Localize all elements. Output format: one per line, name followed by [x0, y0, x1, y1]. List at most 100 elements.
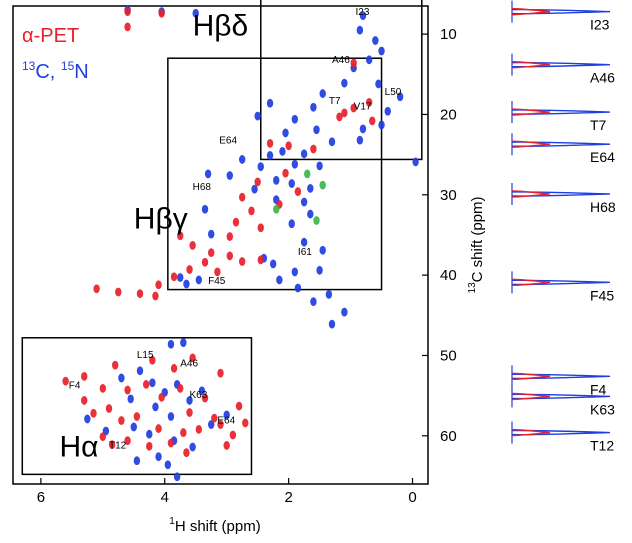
y-tick-label: 10 — [440, 26, 457, 43]
trace-label: F4 — [590, 381, 607, 397]
peak-dot — [112, 360, 119, 370]
peak-dot — [254, 177, 261, 187]
plot-frame — [12, 5, 429, 485]
peak-dot — [226, 232, 233, 241]
peak-dot — [300, 197, 308, 207]
trace-group: H68 — [511, 182, 616, 215]
peak-dot — [189, 241, 196, 250]
peak-dot — [155, 452, 162, 462]
peak-label: K63 — [190, 390, 208, 401]
peak-dot — [170, 272, 178, 282]
peak-dot — [266, 151, 274, 160]
peak-dot — [378, 46, 385, 56]
peak-dot — [99, 384, 107, 393]
peak-dot — [294, 187, 302, 196]
peak-dot — [273, 204, 280, 214]
peak-label: V17 — [354, 102, 372, 113]
y-tick-label: 50 — [440, 347, 457, 364]
trace-label: H68 — [590, 199, 616, 215]
peak-dot — [115, 287, 122, 297]
y-axis-title-sup: 13 — [467, 282, 478, 294]
peak-dot — [319, 89, 326, 98]
peak-dot — [155, 424, 162, 433]
peak-dot — [208, 420, 215, 429]
peak-dot — [177, 273, 184, 282]
region-label: Hα — [59, 431, 98, 464]
peak-dot — [136, 289, 144, 299]
y-tick-label: 60 — [440, 428, 457, 445]
peak-dot — [313, 125, 320, 135]
peak-dot — [257, 255, 264, 265]
peak-dot — [412, 157, 419, 167]
y-axis-title: 13C shift (ppm) — [467, 197, 486, 294]
peak-dot — [257, 162, 264, 172]
legend-blue-label: 13C, 15N — [22, 59, 89, 83]
trace-group: T7 — [511, 101, 611, 133]
trace-red-peak — [511, 60, 551, 69]
peak-dot — [238, 155, 246, 164]
trace-label: T7 — [590, 117, 607, 133]
peak-dot — [180, 338, 187, 348]
peak-dot — [226, 171, 233, 180]
peak-dot — [319, 245, 326, 255]
peak-dot — [81, 396, 88, 405]
peak-dot — [84, 414, 91, 424]
peak-dot — [177, 231, 184, 241]
peak-dot — [223, 441, 230, 450]
peak-dot — [124, 385, 131, 395]
peak-dot — [149, 378, 156, 388]
peak-dot — [136, 366, 144, 376]
trace-red-peak — [511, 428, 551, 437]
peak-label: F45 — [208, 276, 226, 287]
x-tick-label: 4 — [161, 489, 169, 506]
peak-dot — [118, 416, 125, 425]
peak-dot — [90, 408, 97, 418]
legend-blue-sup1: 13 — [22, 59, 36, 73]
peak-dot — [93, 284, 100, 294]
peak-dot — [201, 393, 209, 403]
peak-dot — [208, 229, 215, 239]
peak-dot — [201, 257, 209, 267]
peak-dot — [273, 175, 280, 185]
peak-dot — [257, 223, 264, 233]
peak-dot — [183, 448, 190, 458]
x-tick-label: 6 — [37, 489, 45, 506]
peak-label: T12 — [109, 441, 127, 452]
peak-dot — [238, 257, 246, 266]
peak-label: I23 — [356, 7, 370, 18]
y-tick-label: 40 — [440, 267, 457, 284]
peak-dot — [217, 368, 224, 378]
peak-dot — [316, 265, 323, 275]
peak-dot — [173, 472, 181, 482]
peak-dot — [232, 217, 240, 227]
peak-dot — [276, 275, 283, 285]
peak-dot — [378, 120, 385, 130]
trace-group: A46 — [511, 53, 615, 86]
peak-dot — [294, 283, 302, 293]
peak-dot — [167, 438, 175, 448]
peak-dot — [105, 404, 113, 413]
peak-dot — [238, 192, 246, 202]
region-box — [260, 0, 423, 161]
peak-dot — [108, 440, 116, 450]
peak-dot — [384, 106, 391, 116]
peak-dot — [291, 267, 299, 277]
trace-group: I23 — [511, 0, 611, 33]
trace-label: I23 — [590, 17, 610, 33]
y-axis-title-text: C shift (ppm) — [469, 197, 486, 283]
peak-dot — [328, 319, 336, 329]
peak-dot — [350, 58, 357, 68]
peak-label: A46 — [180, 359, 198, 370]
trace-red-peak — [511, 190, 551, 198]
peak-dot — [146, 429, 153, 439]
trace-group: F4 — [511, 365, 611, 397]
trace-label: A46 — [590, 70, 615, 86]
peak-dot — [341, 108, 348, 118]
peak-dot — [242, 418, 249, 428]
trace-panel: I23 A46 T7 E64 H68 F45 F4 K63 T12 — [511, 0, 616, 454]
peak-label: E64 — [217, 416, 235, 427]
peak-dot — [375, 79, 382, 89]
peak-dot — [133, 412, 141, 421]
x-tick-label: 0 — [408, 489, 416, 506]
peak-dot — [204, 169, 212, 179]
